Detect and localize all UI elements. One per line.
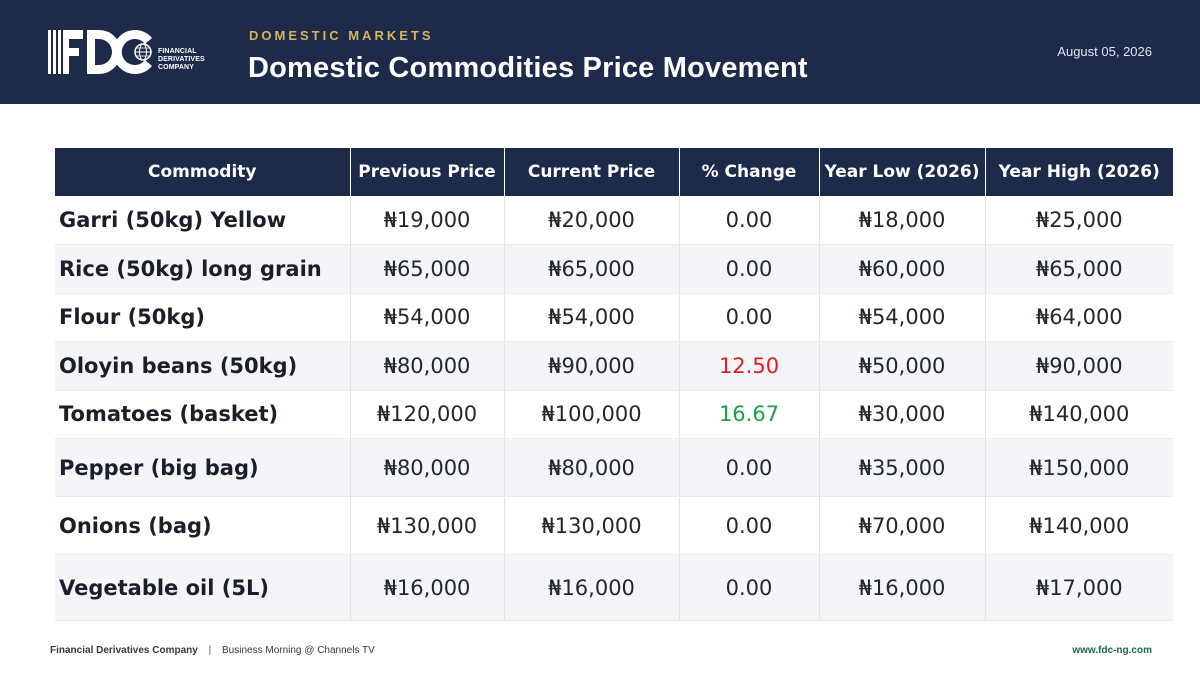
year-high-cell: ₦150,000 [985, 438, 1173, 497]
current-price-cell: ₦90,000 [504, 341, 680, 391]
previous-price-cell: ₦65,000 [350, 244, 505, 294]
header-banner: FINANCIAL DERIVATIVES COMPANY DOMESTIC M… [0, 0, 1200, 104]
percent-change-cell: 0.00 [679, 293, 820, 342]
year-low-cell: ₦60,000 [819, 244, 986, 294]
table-row: Rice (50kg) long grain ₦65,000 ₦65,000 0.00… [55, 244, 1173, 294]
percent-change-cell: 0.00 [679, 496, 820, 555]
year-high-cell: ₦17,000 [985, 554, 1173, 621]
previous-price-cell: ₦80,000 [350, 341, 505, 391]
fdc-logo-icon [48, 30, 152, 74]
table-row: Vegetable oil (5L) ₦16,000 ₦16,000 0.00 ₦16,… [55, 554, 1173, 621]
commodity-cell: Rice (50kg) long grain [55, 244, 351, 294]
table-row: Garri (50kg) Yellow ₦19,000 ₦20,000 0.00 ₦18… [55, 196, 1173, 245]
year-high-cell: ₦65,000 [985, 244, 1173, 294]
current-price-cell: ₦100,000 [504, 390, 680, 439]
logo-line-3: COMPANY [158, 64, 194, 71]
previous-price-cell: ₦120,000 [350, 390, 505, 439]
current-price-cell: ₦65,000 [504, 244, 680, 294]
current-price-cell: ₦130,000 [504, 496, 680, 555]
current-price-cell: ₦54,000 [504, 293, 680, 342]
year-low-cell: ₦30,000 [819, 390, 986, 439]
previous-price-cell: ₦130,000 [350, 496, 505, 555]
logo-line-1: FINANCIAL [158, 48, 197, 55]
table-header-row: Commodity Previous Price Current Price %… [55, 148, 1173, 196]
previous-price-cell: ₦19,000 [350, 196, 505, 245]
table-body: Garri (50kg) Yellow ₦19,000 ₦20,000 0.00 ₦18… [55, 196, 1173, 621]
year-low-cell: ₦18,000 [819, 196, 986, 245]
current-price-cell: ₦16,000 [504, 554, 680, 621]
percent-change-cell: 0.00 [679, 554, 820, 621]
current-price-cell: ₦20,000 [504, 196, 680, 245]
year-low-cell: ₦35,000 [819, 438, 986, 497]
column-header-commodity: Commodity [55, 148, 351, 196]
table-row: Flour (50kg) ₦54,000 ₦54,000 0.00 ₦54,000 ₦64… [55, 293, 1173, 342]
table-row: Pepper (big bag) ₦80,000 ₦80,000 0.00 ₦35,00… [55, 438, 1173, 497]
commodity-cell: Vegetable oil (5L) [55, 554, 351, 621]
column-header-percent-change: % Change [679, 148, 820, 196]
commodity-cell: Garri (50kg) Yellow [55, 196, 351, 245]
year-low-cell: ₦50,000 [819, 341, 986, 391]
previous-price-cell: ₦16,000 [350, 554, 505, 621]
percent-change-cell: 0.00 [679, 438, 820, 497]
commodity-cell: Onions (bag) [55, 496, 351, 555]
year-low-cell: ₦70,000 [819, 496, 986, 555]
column-header-year-high: Year High (2026) [985, 148, 1173, 196]
year-low-cell: ₦16,000 [819, 554, 986, 621]
section-kicker: DOMESTIC MARKETS [249, 28, 434, 43]
commodity-cell: Pepper (big bag) [55, 438, 351, 497]
current-price-cell: ₦80,000 [504, 438, 680, 497]
footer-credits: Financial Derivatives Company | Business… [50, 645, 375, 656]
year-low-cell: ₦54,000 [819, 293, 986, 342]
commodity-cell: Tomatoes (basket) [55, 390, 351, 439]
year-high-cell: ₦140,000 [985, 496, 1173, 555]
percent-change-cell: 16.67 [679, 390, 820, 439]
logo-line-2: DERIVATIVES [158, 56, 205, 63]
footer-company: Financial Derivatives Company [50, 645, 198, 656]
commodity-cell: Oloyin beans (50kg) [55, 341, 351, 391]
footer-separator: | [208, 645, 212, 656]
year-high-cell: ₦64,000 [985, 293, 1173, 342]
footer-website-link[interactable]: www.fdc-ng.com [1072, 645, 1152, 656]
table-row: Tomatoes (basket) ₦120,000 ₦100,000 16.67 ₦3… [55, 390, 1173, 439]
table-row: Onions (bag) ₦130,000 ₦130,000 0.00 ₦70,000 ₦… [55, 496, 1173, 555]
table-row: Oloyin beans (50kg) ₦80,000 ₦90,000 12.50 ₦5… [55, 341, 1173, 391]
year-high-cell: ₦90,000 [985, 341, 1173, 391]
footer-program: Business Morning @ Channels TV [222, 645, 375, 656]
previous-price-cell: ₦80,000 [350, 438, 505, 497]
commodity-cell: Flour (50kg) [55, 293, 351, 342]
percent-change-cell: 12.50 [679, 341, 820, 391]
percent-change-cell: 0.00 [679, 196, 820, 245]
previous-price-cell: ₦54,000 [350, 293, 505, 342]
fdc-logo: FINANCIAL DERIVATIVES COMPANY [48, 26, 218, 78]
year-high-cell: ₦25,000 [985, 196, 1173, 245]
column-header-year-low: Year Low (2026) [819, 148, 986, 196]
logo-wordmark: FINANCIAL DERIVATIVES COMPANY [158, 48, 228, 72]
column-header-previous-price: Previous Price [350, 148, 505, 196]
commodity-price-table: Commodity Previous Price Current Price %… [55, 148, 1173, 621]
column-header-current-price: Current Price [504, 148, 680, 196]
page-title: Domestic Commodities Price Movement [248, 52, 808, 84]
report-date: August 05, 2026 [1057, 44, 1152, 59]
year-high-cell: ₦140,000 [985, 390, 1173, 439]
percent-change-cell: 0.00 [679, 244, 820, 294]
